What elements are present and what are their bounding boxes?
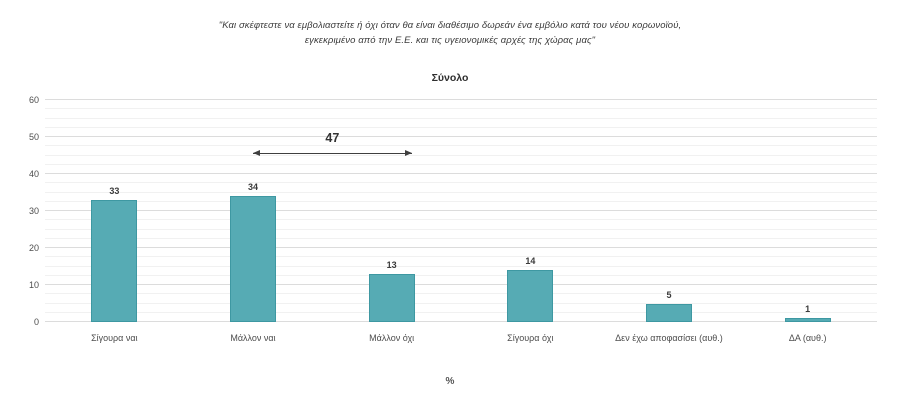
minor-gridline [45, 293, 877, 295]
y-axis-tick-label: 20 [28, 243, 39, 253]
y-axis-tick-label: 0 [33, 317, 39, 327]
annotation-range-arrow [253, 150, 412, 156]
minor-gridline [45, 191, 877, 193]
y-axis-tick-label: 10 [28, 280, 39, 290]
bar [368, 273, 415, 322]
minor-gridline [45, 302, 877, 304]
major-gridline [45, 247, 877, 248]
category-label: ΔΑ (αυθ.) [788, 333, 827, 343]
major-gridline [45, 99, 877, 100]
y-axis-tick-label: 60 [28, 95, 39, 105]
y-axis-tick-label: 50 [28, 132, 39, 142]
major-gridline [45, 210, 877, 211]
minor-gridline [45, 200, 877, 202]
minor-gridline [45, 182, 877, 184]
minor-gridline [45, 154, 877, 156]
minor-gridline [45, 163, 877, 165]
bar [507, 270, 554, 322]
minor-gridline [45, 108, 877, 110]
bar-value-label: 13 [386, 259, 397, 270]
minor-gridline [45, 228, 877, 230]
bar-value-label: 5 [666, 289, 672, 300]
minor-gridline [45, 117, 877, 119]
category-label: Σίγουρα όχι [507, 333, 554, 343]
bar [230, 196, 276, 322]
bar [784, 318, 831, 322]
minor-gridline [45, 145, 877, 147]
bar-value-label: 33 [109, 185, 120, 196]
major-gridline [45, 136, 877, 137]
category-label: Μάλλον όχι [369, 333, 415, 343]
plot-area: 0 10 20 30 40 50 60 33 Σίγουρα ναι 34 Μάλλον ναι 13… [29, 95, 877, 343]
minor-gridline [45, 126, 877, 128]
y-axis-tick-label: 30 [28, 206, 39, 216]
minor-gridline [45, 265, 877, 267]
major-gridline [45, 321, 877, 322]
category-label: Σίγουρα ναι [91, 333, 138, 343]
bar-value-label: 1 [805, 304, 811, 315]
major-gridline [45, 284, 877, 285]
minor-gridline [45, 256, 877, 258]
minor-gridline [45, 274, 877, 276]
question-title-line1: "Και σκέφτεστε να εμβολιαστείτε ή όχι ότ… [218, 20, 682, 31]
bar [91, 199, 138, 322]
question-title: "Και σκέφτεστε να εμβολιαστείτε ή όχι ότ… [50, 18, 850, 48]
bar-value-label: 34 [247, 182, 258, 193]
annotation-value-label: 47 [325, 131, 340, 145]
minor-gridline [45, 219, 877, 221]
chart-subtitle: Σύνολο [431, 72, 469, 84]
major-gridline [45, 173, 877, 174]
bar [646, 303, 692, 322]
category-label: Δεν έχω αποφασίσει (αυθ.) [615, 333, 723, 343]
bar-value-label: 14 [525, 256, 536, 267]
unit-label: % [445, 376, 455, 387]
y-axis-tick-label: 40 [28, 169, 39, 179]
minor-gridline [45, 311, 877, 313]
category-label: Μάλλον ναι [230, 333, 276, 343]
question-title-line2: εγκεκριμένο από την Ε.Ε. και τις υγειονο… [304, 35, 596, 46]
minor-gridline [45, 237, 877, 239]
